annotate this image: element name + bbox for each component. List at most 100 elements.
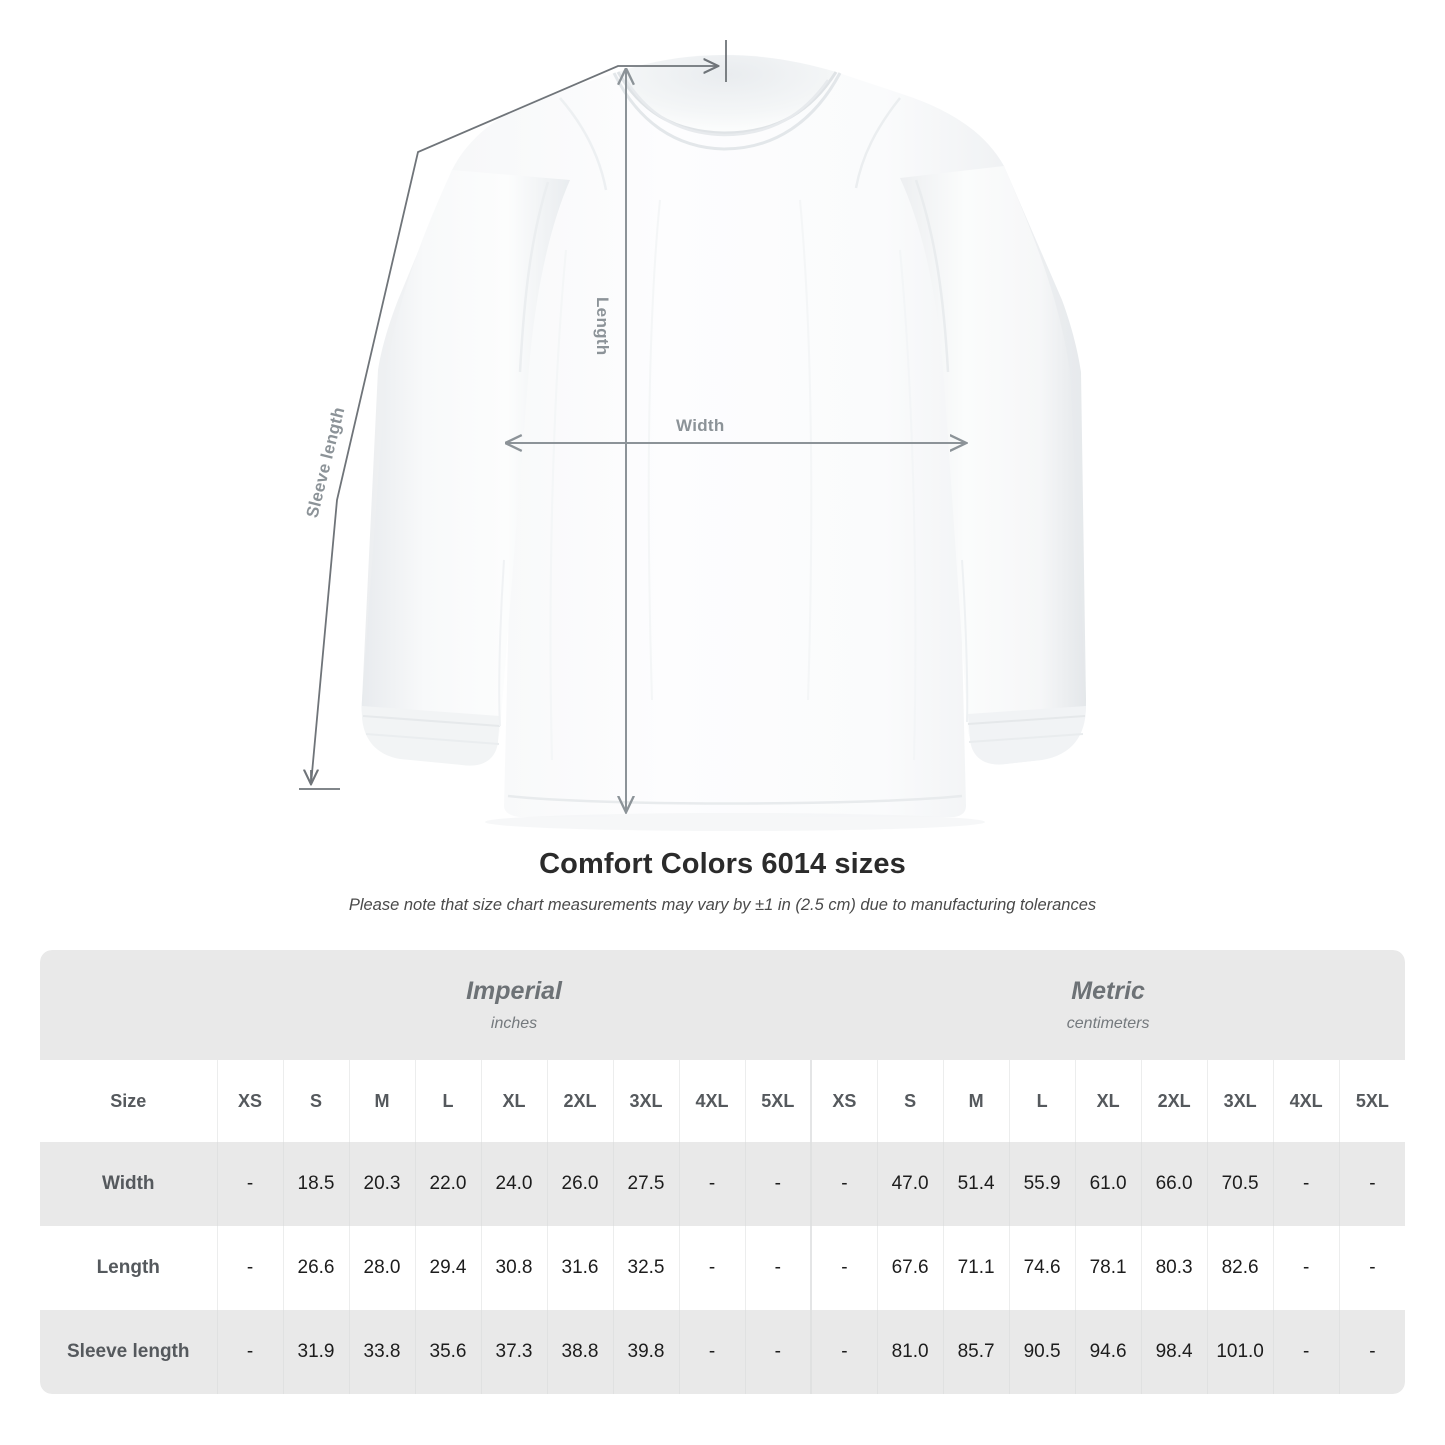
unit-system-unit: centimeters (1066, 1014, 1150, 1032)
cell-width-imperial-2xl: 26.0 (546, 1142, 613, 1226)
garment-illustration: Length Width Sleeve length (299, 40, 1086, 817)
size-header-metric-s: S (876, 1060, 944, 1142)
sleeve-length-measure-arrow (299, 40, 727, 790)
cell-length-metric-xs: - (810, 1226, 878, 1310)
cell-width-metric-2xl: 66.0 (1140, 1142, 1208, 1226)
right-sleeve (900, 166, 1086, 765)
cell-width-metric-4xl: - (1272, 1142, 1340, 1226)
cell-sleeve-length-imperial-l: 35.6 (414, 1310, 481, 1394)
cell-width-metric-s: 47.0 (876, 1142, 944, 1226)
size-header-imperial-s: S (282, 1060, 349, 1142)
bottom-hem (507, 794, 963, 805)
cell-width-metric-3xl: 70.5 (1206, 1142, 1274, 1226)
cell-width-metric-l: 55.9 (1008, 1142, 1076, 1226)
cell-sleeve-length-metric-xs: - (810, 1310, 878, 1394)
right-cuff (968, 706, 1086, 765)
size-header-imperial-5xl: 5XL (744, 1060, 812, 1142)
cell-length-metric-xl: 78.1 (1074, 1226, 1142, 1310)
cell-sleeve-length-imperial-xl: 37.3 (480, 1310, 547, 1394)
cell-sleeve-length-metric-s: 81.0 (876, 1310, 944, 1394)
table-row: Length -26.6 28.0 29.4 30.8 31.6 32.5- - -67.6 71… (40, 1226, 1406, 1310)
size-column-header: Size (40, 1060, 217, 1142)
cell-length-imperial-2xl: 31.6 (546, 1226, 613, 1310)
table-row: Width -18.5 20.3 22.0 24.0 26.0 27.5- - -47.0 51.… (40, 1142, 1406, 1226)
cell-length-metric-3xl: 82.6 (1206, 1226, 1274, 1310)
cell-width-metric-m: 51.4 (942, 1142, 1010, 1226)
cell-sleeve-length-metric-2xl: 98.4 (1140, 1310, 1208, 1394)
title-block: Comfort Colors 6014 sizes Please note th… (0, 848, 1445, 915)
cell-length-metric-4xl: - (1272, 1226, 1340, 1310)
cell-sleeve-length-metric-5xl: - (1338, 1310, 1406, 1394)
right-shoulder-seam (854, 97, 901, 189)
cell-sleeve-length-imperial-xs: - (216, 1310, 283, 1394)
cell-sleeve-length-metric-m: 85.7 (942, 1310, 1010, 1394)
cell-length-imperial-xl: 30.8 (480, 1226, 547, 1310)
cell-width-imperial-xl: 24.0 (480, 1142, 547, 1226)
size-chart-table: Imperial inches Metric centimeters Size XS S M L… (40, 950, 1406, 1394)
cell-width-metric-5xl: - (1338, 1142, 1406, 1226)
row-label-sleeve-length: Sleeve length (40, 1310, 217, 1394)
unit-system-imperial: Imperial inches (217, 950, 812, 1060)
size-header-metric-2xl: 2XL (1140, 1060, 1208, 1142)
cell-length-imperial-l: 29.4 (414, 1226, 481, 1310)
cell-width-imperial-l: 22.0 (414, 1142, 481, 1226)
crew-neckline (612, 55, 842, 151)
left-sleeve-seam (518, 181, 550, 373)
size-header-row: Size XS S M L XL 2XL 3XL 4XL 5XL XS S M L XL 2XL 3XL 4XL 5… (40, 1060, 1406, 1142)
size-header-imperial-2xl: 2XL (546, 1060, 613, 1142)
cell-length-metric-2xl: 80.3 (1140, 1226, 1208, 1310)
unit-system-name: Imperial (466, 977, 562, 1006)
cell-sleeve-length-imperial-s: 31.9 (282, 1310, 349, 1394)
cell-length-metric-l: 74.6 (1008, 1226, 1076, 1310)
cell-sleeve-length-imperial-2xl: 38.8 (546, 1310, 613, 1394)
left-cuff (361, 706, 500, 766)
unit-band-spacer (40, 950, 217, 1060)
cell-sleeve-length-metric-xl: 94.6 (1074, 1310, 1142, 1394)
tolerance-note: Please note that size chart measurements… (348, 896, 1097, 914)
unit-system-name: Metric (1071, 977, 1145, 1006)
cell-length-imperial-5xl: - (744, 1226, 812, 1310)
fabric-folds (549, 199, 917, 761)
cell-width-imperial-3xl: 27.5 (612, 1142, 679, 1226)
size-header-imperial-xl: XL (480, 1060, 547, 1142)
cell-sleeve-length-metric-3xl: 101.0 (1206, 1310, 1274, 1394)
size-header-metric-xs: XS (810, 1060, 878, 1142)
size-header-imperial-l: L (414, 1060, 481, 1142)
cell-sleeve-length-metric-l: 90.5 (1008, 1310, 1076, 1394)
cell-width-metric-xl: 61.0 (1074, 1142, 1142, 1226)
row-label-width: Width (40, 1142, 217, 1226)
size-header-metric-m: M (942, 1060, 1010, 1142)
size-header-metric-4xl: 4XL (1272, 1060, 1340, 1142)
cell-length-metric-m: 71.1 (942, 1226, 1010, 1310)
cell-width-imperial-s: 18.5 (282, 1142, 349, 1226)
size-header-imperial-3xl: 3XL (612, 1060, 679, 1142)
unit-system-band: Imperial inches Metric centimeters (40, 950, 1406, 1060)
unit-system-metric: Metric centimeters (811, 950, 1406, 1060)
row-label-length: Length (40, 1226, 217, 1310)
cell-length-metric-s: 67.6 (876, 1226, 944, 1310)
size-header-metric-3xl: 3XL (1206, 1060, 1274, 1142)
cell-sleeve-length-imperial-m: 33.8 (348, 1310, 415, 1394)
size-header-metric-l: L (1008, 1060, 1076, 1142)
cell-width-imperial-m: 20.3 (348, 1142, 415, 1226)
cell-sleeve-length-metric-4xl: - (1272, 1310, 1340, 1394)
cell-length-imperial-4xl: - (678, 1226, 745, 1310)
cell-width-imperial-xs: - (216, 1142, 283, 1226)
cell-width-imperial-5xl: - (744, 1142, 812, 1226)
cell-length-metric-5xl: - (1338, 1226, 1406, 1310)
cell-length-imperial-3xl: 32.5 (612, 1226, 679, 1310)
page-title: Comfort Colors 6014 sizes (539, 848, 906, 880)
size-header-imperial-xs: XS (216, 1060, 283, 1142)
size-header-imperial-m: M (348, 1060, 415, 1142)
table-row: Sleeve length -31.9 33.8 35.6 37.3 38.8 39.8- -… (40, 1310, 1406, 1394)
cell-length-imperial-xs: - (216, 1226, 283, 1310)
size-header-metric-xl: XL (1074, 1060, 1142, 1142)
left-shoulder-seam (559, 97, 608, 191)
cell-sleeve-length-imperial-3xl: 39.8 (612, 1310, 679, 1394)
cell-length-imperial-m: 28.0 (348, 1226, 415, 1310)
size-chart-table-wrapper: Imperial inches Metric centimeters Size XS S M L… (40, 950, 1406, 1394)
cell-length-imperial-s: 26.6 (282, 1226, 349, 1310)
right-sleeve-seam (914, 179, 950, 373)
cell-width-metric-xs: - (810, 1142, 878, 1226)
left-sleeve (361, 170, 570, 765)
